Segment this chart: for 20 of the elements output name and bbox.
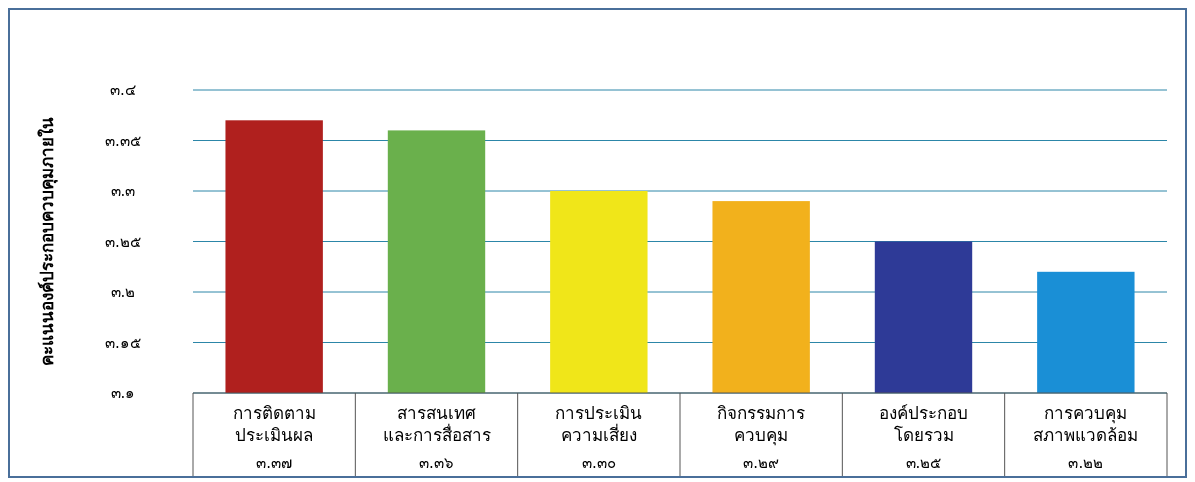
data-label: ๓.๒๕ [905, 454, 942, 472]
data-label: ๓.๓๖ [419, 454, 454, 472]
x-tick-label: การควบคุม สภาพแวดล้อม [1033, 403, 1139, 445]
y-tick-label: ๓.๓๕ [105, 131, 141, 150]
y-tick-label: ๓.๑๕ [105, 333, 141, 352]
data-label: ๓.๓๐ [581, 454, 616, 472]
y-axis-title: คะแนนองค์ประกอบควบคุมภายใน [37, 117, 58, 366]
x-tick-label: การติดตาม ประเมินผล [232, 403, 316, 445]
x-tick-label: การประเมิน ความเสี่ยง [555, 403, 643, 445]
data-label: ๓.๒๒ [1068, 454, 1104, 472]
y-tick-label: ๓.๑ [110, 384, 136, 403]
x-tick-label: กิจกรรมการ ควบคุม [717, 403, 806, 446]
y-tick-label: ๓.๔ [110, 81, 136, 100]
y-tick-label: ๓.๒ [110, 283, 136, 302]
x-tick-label: องค์ประกอบ โดยรวม [879, 403, 968, 445]
data-label: ๓.๒๙ [743, 454, 780, 472]
y-tick-label: ๓.๓ [110, 182, 136, 201]
y-tick-label: ๓.๒๕ [105, 232, 141, 251]
data-label: ๓.๓๗ [256, 454, 293, 472]
x-tick-label: สารสนเทศ และการสื่อสาร [382, 403, 491, 445]
